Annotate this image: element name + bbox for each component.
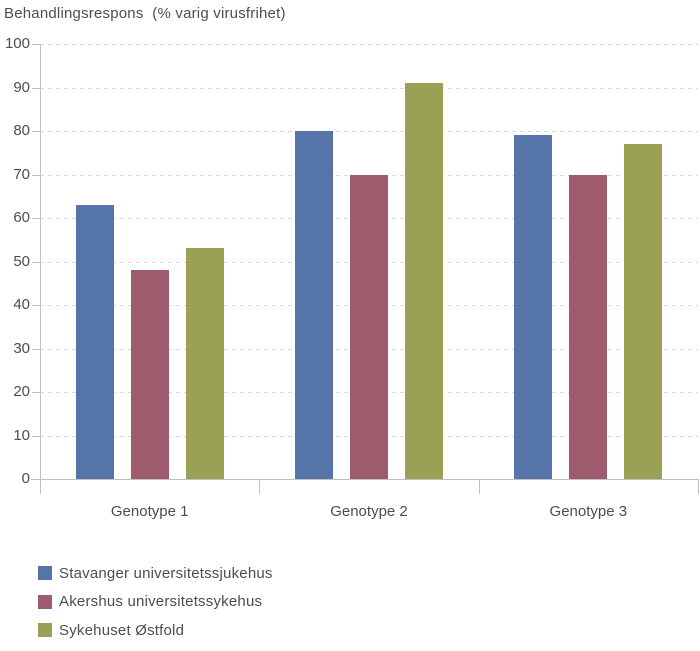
legend-item-2: Akershus universitetssykehus <box>38 593 273 610</box>
x-axis-category-label: Genotype 2 <box>330 503 408 520</box>
y-axis-tick-label: 50 <box>13 252 30 270</box>
legend-swatch <box>38 623 52 637</box>
gridline <box>40 44 698 45</box>
y-axis-tick <box>32 348 40 350</box>
y-axis-tick-label: 0 <box>21 470 30 487</box>
y-axis-tick-label: 90 <box>13 78 30 96</box>
x-axis-category-label: Genotype 3 <box>549 503 628 520</box>
y-axis-tick-label: 70 <box>13 165 30 183</box>
y-axis-tick-label: 20 <box>13 383 30 400</box>
y-axis-tick <box>32 392 40 393</box>
legend-label: Stavanger universitetssjukehus <box>59 564 273 582</box>
bar-series-3-category-3 <box>624 144 663 479</box>
y-axis-tick <box>32 87 40 89</box>
y-axis-tick <box>32 218 40 219</box>
bar-series-2-category-2 <box>350 174 388 479</box>
bar-series-2-category-3 <box>569 174 608 479</box>
bar-series-1-category-1 <box>75 204 114 479</box>
y-axis-tick <box>32 261 40 263</box>
gridline <box>40 87 698 89</box>
x-axis-line <box>31 479 699 480</box>
bar-series-3-category-2 <box>405 83 443 479</box>
y-axis-tick <box>32 131 40 132</box>
y-axis-tick-label: 60 <box>13 209 30 226</box>
legend-swatch <box>38 566 52 580</box>
x-axis-tick <box>478 479 480 494</box>
legend: Stavanger universitetssjukehus Akershus u… <box>38 564 273 651</box>
x-axis-tick <box>259 479 261 494</box>
bar-series-1-category-3 <box>514 135 553 479</box>
y-axis-tick-label: 40 <box>13 296 30 313</box>
legend-swatch <box>38 594 52 609</box>
bar-series-3-category-1 <box>185 248 224 479</box>
y-axis-tick <box>32 305 40 306</box>
legend-item-3: Sykehuset Østfold <box>38 621 273 639</box>
gridline <box>40 131 698 132</box>
x-axis-tick <box>698 479 699 494</box>
legend-item-1: Stavanger universitetssjukehus <box>38 564 273 582</box>
y-axis-tick-label: 10 <box>13 426 30 444</box>
legend-label: Sykehuset Østfold <box>59 621 185 639</box>
y-axis-tick-label: 80 <box>13 122 30 139</box>
x-axis-category-label: Genotype 1 <box>110 503 189 520</box>
bar-series-2-category-1 <box>130 270 169 479</box>
legend-label: Akershus universitetssykehus <box>59 593 263 610</box>
y-axis-line <box>40 44 41 494</box>
y-axis-tick <box>32 435 40 437</box>
chart-title: Behandlingsrespons (% varig virusfrihet) <box>4 5 286 22</box>
y-axis-tick-label: 30 <box>13 339 30 357</box>
y-axis-tick <box>32 44 40 45</box>
y-axis-tick <box>32 174 40 176</box>
y-axis-tick-label: 100 <box>4 35 30 52</box>
bar-series-1-category-2 <box>295 131 333 479</box>
